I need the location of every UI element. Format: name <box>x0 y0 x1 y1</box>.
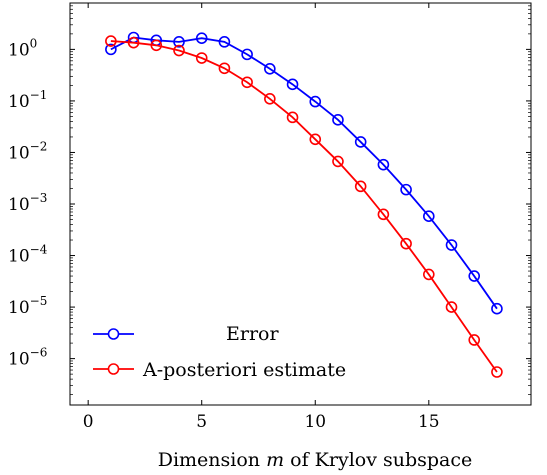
data-point <box>218 36 231 48</box>
data-point <box>264 92 276 105</box>
data-point <box>105 43 117 56</box>
y-tick-label: 10−6 <box>8 346 47 370</box>
legend-marker-error <box>107 328 120 340</box>
data-point <box>377 158 390 171</box>
x-tick-label: 5 <box>196 412 207 432</box>
y-tick-label: 10−3 <box>8 191 47 215</box>
y-tick-label: 10−4 <box>8 243 48 267</box>
data-point <box>400 183 412 196</box>
data-point <box>423 210 435 222</box>
axis-tick-labels: 0 5 10 15 100 10−1 10−2 10−3 10−4 10−5 10−6 <box>8 36 440 432</box>
axes-frame <box>69 2 532 406</box>
y-tick-label: 10−1 <box>8 88 47 112</box>
y-tick-label: 10−5 <box>8 294 47 318</box>
series-aposteriori <box>105 35 503 378</box>
axis-ticks <box>70 3 531 405</box>
data-point <box>332 155 344 168</box>
legend: Error A-posteriori estimate <box>93 323 346 381</box>
data-point <box>173 36 185 48</box>
data-point <box>468 334 481 346</box>
data-point <box>332 114 344 126</box>
data-point <box>286 111 299 124</box>
series-layer <box>105 31 503 378</box>
data-point <box>173 44 185 57</box>
legend-marker-aposteriori <box>107 363 120 375</box>
y-tick-label: 100 <box>8 36 37 60</box>
x-axis-label-start: Dimension <box>158 449 260 471</box>
x-axis-label-end: of Krylov subspace <box>290 449 472 471</box>
data-point <box>491 366 503 378</box>
data-point <box>241 48 253 61</box>
x-tick-label: 15 <box>418 412 440 432</box>
data-point <box>491 302 503 315</box>
data-point <box>377 208 390 221</box>
legend-entry-error: Error <box>93 323 279 345</box>
data-point <box>445 301 458 313</box>
data-point <box>195 52 208 64</box>
data-point <box>309 133 322 146</box>
legend-label-error: Error <box>226 323 279 345</box>
legend-label-aposteriori: A-posteriori estimate <box>142 359 346 381</box>
data-point <box>127 36 140 49</box>
x-tick-label: 0 <box>83 412 94 432</box>
x-tick-label: 10 <box>304 412 326 432</box>
data-point <box>423 268 435 281</box>
data-point <box>286 78 299 91</box>
data-point <box>400 237 412 250</box>
y-tick-label: 10−2 <box>8 139 47 163</box>
legend-entry-aposteriori: A-posteriori estimate <box>93 359 346 381</box>
series-error <box>105 31 503 315</box>
data-point <box>354 136 367 148</box>
data-point <box>105 35 117 47</box>
data-point <box>150 39 163 52</box>
data-point <box>445 239 458 251</box>
x-axis-label: Dimension m of Krylov subspace <box>158 449 473 471</box>
data-point <box>309 95 322 108</box>
data-point <box>468 270 481 282</box>
data-point <box>241 76 253 89</box>
data-point <box>264 63 276 75</box>
data-point <box>354 180 367 193</box>
series-line <box>110 36 498 310</box>
data-point <box>218 62 231 75</box>
data-point <box>195 32 208 44</box>
x-axis-label-variable: m <box>266 449 284 471</box>
series-line <box>110 40 498 373</box>
